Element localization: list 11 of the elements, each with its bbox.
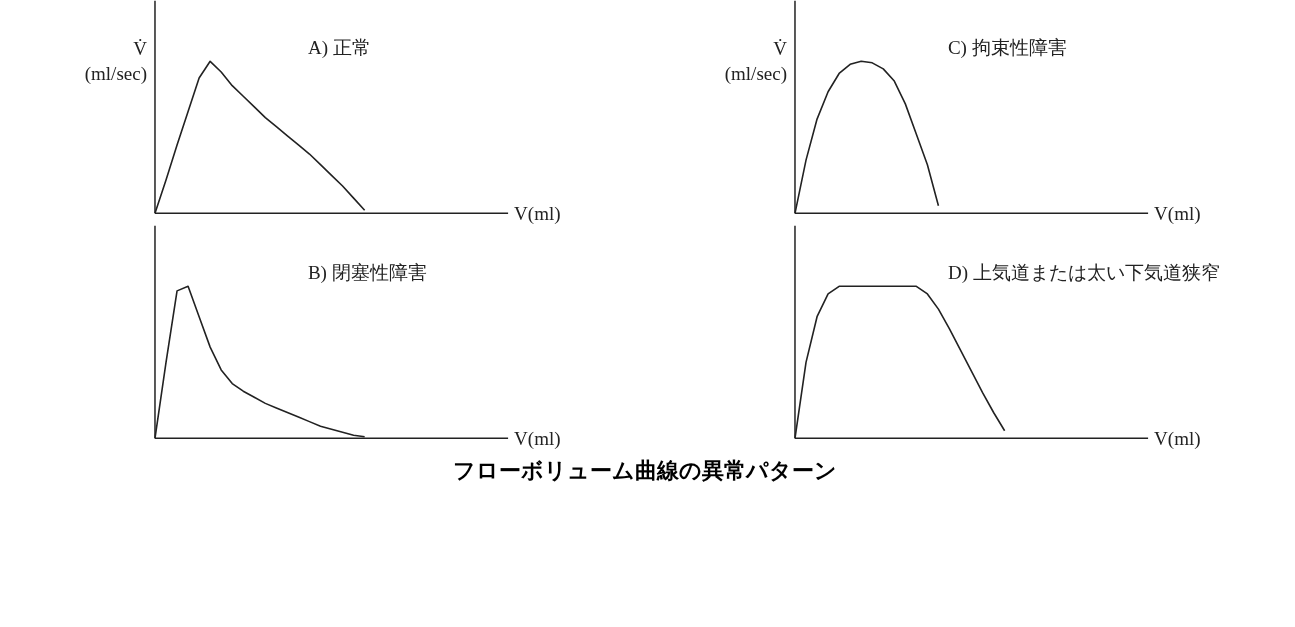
x-axis-title: V(ml) bbox=[514, 202, 561, 225]
x-axis-title: V(ml) bbox=[514, 427, 561, 450]
chart-title: A) 正常 bbox=[307, 37, 371, 60]
chart-title: B) 閉塞性障害 bbox=[307, 262, 427, 285]
y-axis-title: V̇ (ml/sec) bbox=[84, 37, 148, 86]
text: フローボリューム曲線の異常パターン bbox=[453, 457, 837, 485]
y-axis-title: V̇ (ml/sec) bbox=[724, 37, 788, 86]
x-axis-title: V(ml) bbox=[1154, 202, 1201, 225]
chart-title: D) 上気道または太い下気道狭窄 bbox=[947, 262, 1220, 285]
chart-title: C) 拘束性障害 bbox=[947, 37, 1067, 60]
x-axis-title: V(ml) bbox=[1154, 427, 1201, 450]
